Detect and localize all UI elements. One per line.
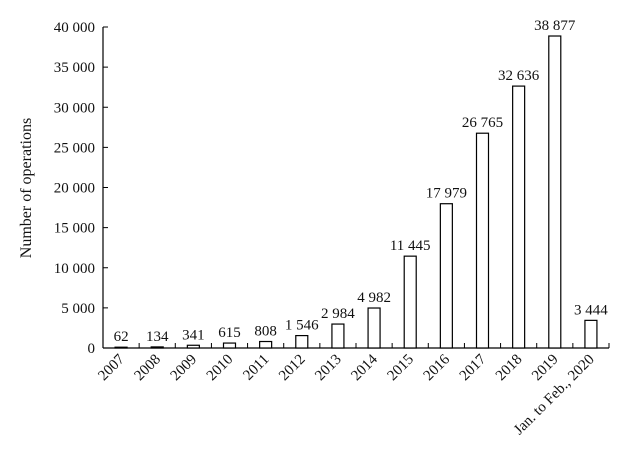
data-label: 2 984 [321,306,355,322]
bar [331,323,345,349]
bar [475,132,490,349]
data-label: 26 765 [462,115,503,131]
y-tick-label: 25 000 [54,140,95,156]
bar [114,346,128,349]
y-tick-label: 0 [88,341,96,357]
bar [186,344,200,349]
x-tick-label: 2009 [168,352,201,385]
data-label: 11 445 [390,238,431,254]
y-tick-label: 35 000 [54,60,95,76]
x-tick-label: 2010 [204,352,237,385]
x-tick-label: 2007 [95,351,128,384]
x-tick-label: 2019 [529,352,562,385]
data-label: 615 [218,325,241,341]
x-tick-label: 2017 [457,351,490,384]
data-label: 17 979 [426,186,467,202]
bar [222,342,237,349]
x-tick-label: 2014 [348,351,381,384]
bar [584,319,598,349]
data-label: 32 636 [498,68,540,84]
x-tick-label: 2008 [132,352,165,385]
y-tick-label: 20 000 [54,181,95,197]
data-label: 341 [182,327,205,343]
plot-area: 0 5 000 10 000 15 000 20 000 25 000 30 000 35 0… [54,18,610,438]
bar [403,255,417,349]
bar [259,340,273,349]
bar [295,334,309,349]
bar [512,85,526,349]
bar [439,203,453,349]
y-tick-label: 10 000 [54,261,95,277]
x-tick-label: 2011 [240,352,272,384]
data-label: 808 [254,324,277,340]
y-tick-label: 30 000 [54,100,95,116]
data-label: 62 [114,329,129,345]
y-tick-label: 40 000 [54,20,95,36]
x-tick-label: 2018 [493,352,526,385]
x-tick-label: 2016 [421,351,454,384]
data-label: 4 982 [357,290,391,306]
data-label: 134 [146,329,169,345]
data-label: 38 877 [534,18,576,34]
data-label: 3 444 [574,302,608,318]
x-tick-label: 2012 [276,352,309,385]
bar [548,35,562,349]
y-axis-title: Number of operations [18,118,35,258]
y-tick-label: 15 000 [54,221,95,237]
x-tick-label: 2015 [385,352,418,385]
y-tick-label: 5 000 [61,301,95,317]
data-label: 1 546 [285,318,319,334]
bar [367,307,381,349]
x-tick-label: 2013 [312,352,345,385]
bar [150,346,164,349]
